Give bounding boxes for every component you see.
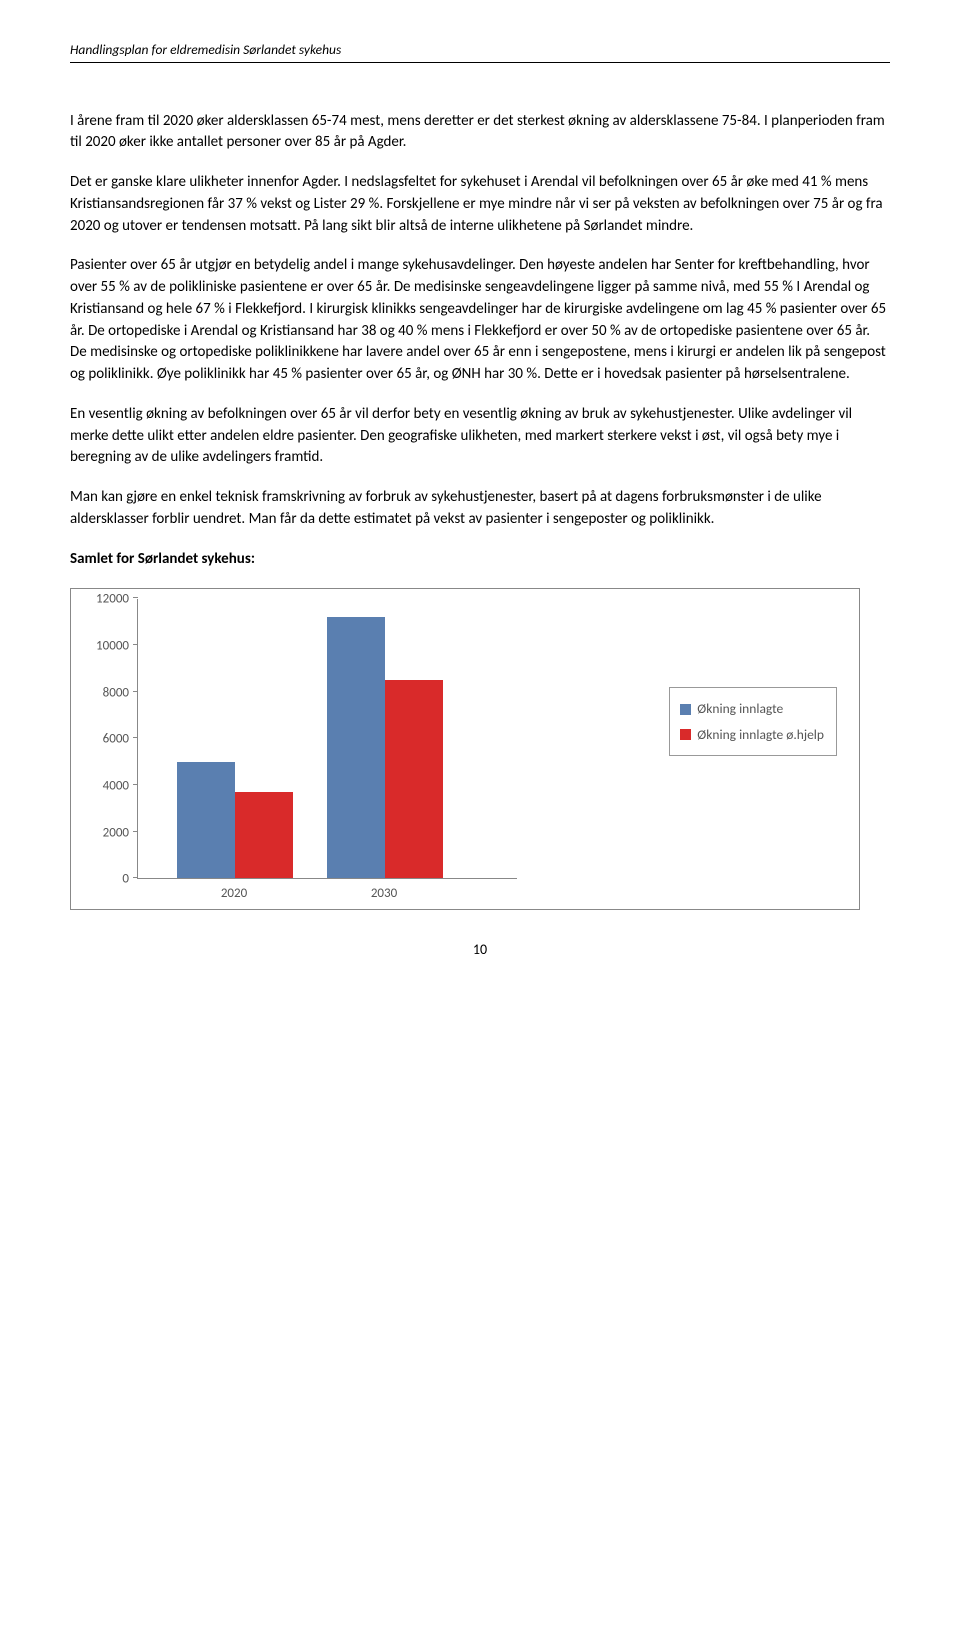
y-tick-label: 4000 bbox=[103, 779, 129, 792]
y-tick-label: 0 bbox=[122, 873, 129, 886]
y-tick-mark bbox=[133, 597, 138, 598]
bar bbox=[327, 617, 385, 878]
bar-chart: 020004000600080001000012000 20202030 Økn… bbox=[81, 599, 849, 909]
y-tick-label: 8000 bbox=[103, 686, 129, 699]
y-tick-mark bbox=[133, 737, 138, 738]
paragraph-4: En vesentlig økning av befolkningen over… bbox=[70, 404, 890, 469]
legend-item: Økning innlagte ø.hjelp bbox=[680, 722, 824, 748]
bar bbox=[177, 762, 235, 879]
chart-heading: Samlet for Sørlandet sykehus: bbox=[70, 549, 890, 571]
x-tick-label: 2030 bbox=[309, 885, 459, 904]
page-number: 10 bbox=[70, 940, 890, 960]
y-tick-label: 10000 bbox=[96, 639, 129, 652]
x-tick-label: 2020 bbox=[159, 885, 309, 904]
bar-group bbox=[310, 617, 460, 878]
y-tick-mark bbox=[133, 691, 138, 692]
paragraph-1: I årene fram til 2020 øker aldersklassen… bbox=[70, 111, 890, 155]
paragraph-2: Det er ganske klare ulikheter innenfor A… bbox=[70, 172, 890, 237]
legend-item: Økning innlagte bbox=[680, 696, 824, 722]
chart-container: 0 2000 4000 6000 8000 10000 12000 20202030 Økn… bbox=[70, 588, 860, 910]
paragraph-5: Man kan gjøre en enkel teknisk framskriv… bbox=[70, 487, 890, 531]
y-tick-mark bbox=[133, 877, 138, 878]
x-axis-labels: 20202030 bbox=[137, 885, 517, 904]
bar bbox=[235, 792, 293, 878]
bar-group bbox=[160, 762, 310, 879]
plot-area: 20202030 bbox=[137, 599, 517, 909]
legend-swatch bbox=[680, 704, 691, 715]
y-tick-mark bbox=[133, 644, 138, 645]
y-tick-label: 6000 bbox=[103, 733, 129, 746]
y-tick-label: 12000 bbox=[96, 593, 129, 606]
y-tick-label: 2000 bbox=[103, 826, 129, 839]
y-axis: 020004000600080001000012000 bbox=[81, 599, 137, 879]
legend-label: Økning innlagte bbox=[697, 699, 783, 719]
y-tick-mark bbox=[133, 831, 138, 832]
paragraph-3: Pasienter over 65 år utgjør en betydelig… bbox=[70, 255, 890, 386]
y-tick-mark bbox=[133, 784, 138, 785]
legend-label: Økning innlagte ø.hjelp bbox=[697, 725, 824, 745]
page-header: Handlingsplan for eldremedisin Sørlandet… bbox=[70, 40, 890, 63]
legend-swatch bbox=[680, 729, 691, 740]
bar bbox=[385, 680, 443, 878]
chart-legend: Økning innlagte Økning innlagte ø.hjelp bbox=[669, 687, 837, 756]
